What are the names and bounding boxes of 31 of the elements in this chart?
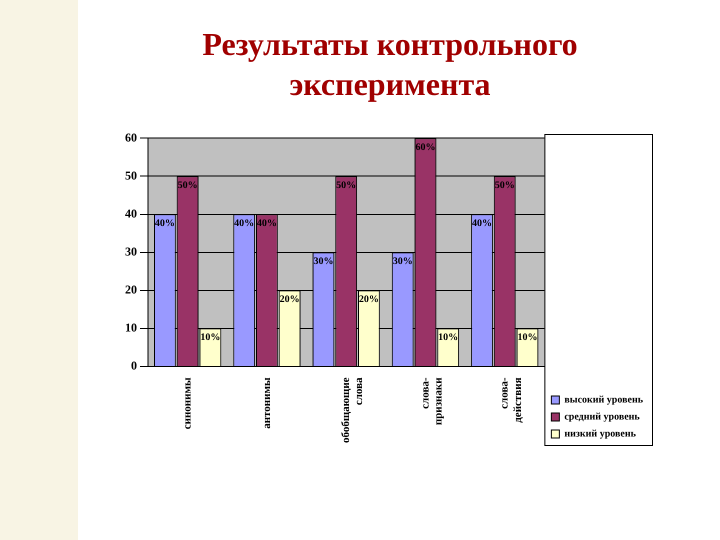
y-tick-label: 40 — [125, 206, 137, 220]
data-label: 50% — [336, 180, 356, 191]
data-label: 40% — [154, 218, 175, 229]
y-tick-label: 10 — [125, 320, 137, 334]
data-label: 20% — [358, 294, 379, 305]
data-label: 40% — [472, 218, 492, 229]
legend-label: средний уровень — [564, 412, 640, 423]
y-tick-label: 20 — [125, 282, 137, 296]
y-tick-label: 50 — [125, 168, 137, 182]
legend-label: высокий уровень — [564, 394, 644, 406]
data-label: 60% — [415, 142, 436, 153]
x-tick-label: синонимы — [181, 377, 194, 430]
y-tick-label: 30 — [125, 244, 137, 258]
data-label: 20% — [280, 294, 300, 305]
data-label: 40% — [234, 218, 254, 229]
data-label: 40% — [256, 218, 277, 229]
data-label: 30% — [313, 256, 334, 267]
x-tick-label: слова-действия — [498, 377, 524, 423]
data-label: 10% — [200, 332, 220, 343]
y-tick-label: 60 — [125, 130, 137, 144]
chart-title: Результаты контрольного эксперимента — [201, 25, 579, 104]
data-label: 10% — [517, 332, 538, 343]
x-tick-label: обобщающие слова — [340, 376, 366, 444]
data-label: 50% — [494, 180, 515, 191]
x-tick-label: антонимы — [260, 377, 273, 429]
y-tick-label: 0 — [131, 358, 137, 373]
data-label: 10% — [438, 332, 458, 343]
x-tick-label: слова-признаки — [419, 376, 444, 426]
data-label: 50% — [178, 180, 198, 191]
data-label: 30% — [392, 256, 413, 267]
legend-label: низкий уровень — [564, 428, 637, 440]
